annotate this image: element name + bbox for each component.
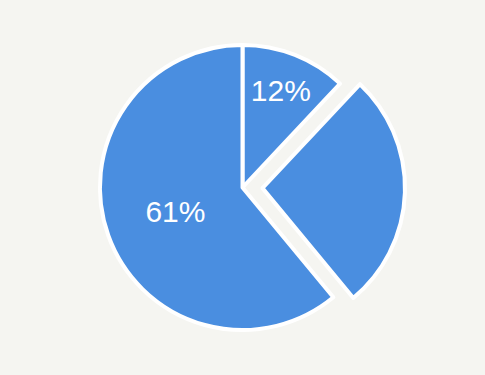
svg-text:12%: 12% bbox=[251, 74, 311, 107]
svg-text:61%: 61% bbox=[145, 195, 205, 228]
